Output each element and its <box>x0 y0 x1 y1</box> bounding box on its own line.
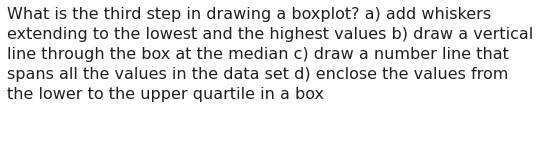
Text: What is the third step in drawing a boxplot? a) add whiskers
extending to the lo: What is the third step in drawing a boxp… <box>7 7 533 102</box>
